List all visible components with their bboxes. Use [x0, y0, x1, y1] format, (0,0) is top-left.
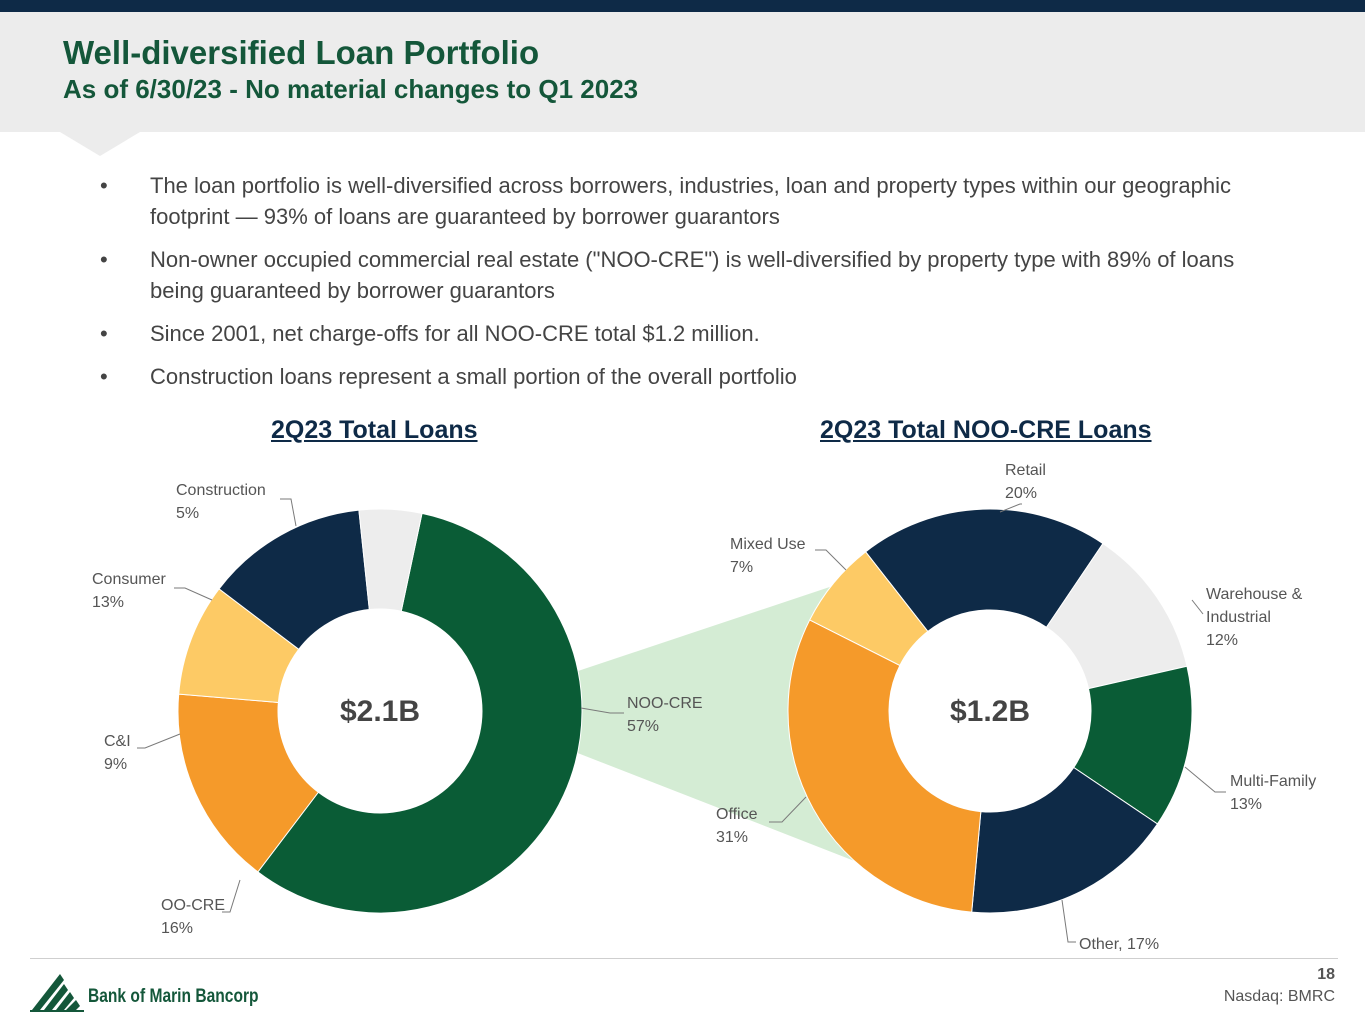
leader-line-other — [1061, 899, 1076, 943]
bullet-list: • The loan portfolio is well-diversified … — [100, 170, 1280, 404]
leader-line-construction — [280, 498, 297, 527]
slice-value-consumer: 13% — [92, 594, 124, 611]
slice-label-construction: Construction — [176, 482, 266, 499]
bullet-text: Non-owner occupied commercial real estat… — [150, 247, 1235, 303]
slice-value-c-i: 9% — [104, 756, 127, 773]
top-accent-bar — [0, 0, 1365, 12]
bullet-text: Since 2001, net charge-offs for all NOO-… — [150, 321, 760, 346]
company-name: Bank of Marin Bancorp — [88, 986, 259, 1007]
slice-label-oo-cre: OO-CRE — [161, 897, 225, 914]
leader-line-multi-family — [1184, 766, 1226, 793]
leader-line-warehouse-industrial — [1191, 599, 1204, 615]
donut-slice-other — [971, 766, 1159, 914]
bullet-item: • Construction loans represent a small po… — [100, 361, 1280, 392]
donut-slice-office — [787, 619, 982, 913]
leader-line-consumer — [174, 587, 213, 601]
page-title: Well-diversified Loan Portfolio — [63, 34, 540, 71]
header-notch — [60, 132, 140, 156]
slice-value-office: 31% — [716, 829, 748, 846]
slice-label-multi-family: Multi-Family — [1230, 773, 1316, 790]
connector-band — [575, 586, 855, 862]
slice-value-retail: 20% — [1005, 485, 1037, 502]
slice-label-other: Other, 17% — [1079, 936, 1159, 953]
bullet-item: • Non-owner occupied commercial real esta… — [100, 244, 1280, 306]
leader-line-retail — [999, 503, 1022, 513]
bullet-dot: • — [100, 247, 108, 272]
donut-slice-mixed-use — [809, 551, 929, 667]
bullet-text: The loan portfolio is well-diversified a… — [150, 173, 1231, 229]
donut-slice-construction — [358, 508, 423, 612]
slice-value-multi-family: 13% — [1230, 796, 1262, 813]
slice-label-c-i: C&I — [104, 733, 131, 750]
chart-title-total-loans: 2Q23 Total Loans — [271, 416, 478, 444]
donut-slice-retail — [864, 508, 1104, 633]
bullet-item: • The loan portfolio is well-diversified … — [100, 170, 1280, 232]
slice-value-oo-cre: 16% — [161, 920, 193, 937]
leader-line-mixed-use — [815, 549, 847, 571]
slice-label-office: Office — [716, 806, 758, 823]
slice-label-mixed-use: Mixed Use — [730, 536, 806, 553]
slice-label-noo-cre: NOO-CRE — [627, 695, 703, 712]
slice-label-warehouse-industrial: Warehouse & — [1206, 586, 1303, 603]
donut-center-label: $1.2B — [950, 695, 1030, 728]
slice-label-retail: Retail — [1005, 462, 1046, 479]
bullet-dot: • — [100, 173, 108, 198]
page-number: 18 — [1317, 966, 1335, 983]
bullet-item: • Since 2001, net charge-offs for all NOO… — [100, 318, 1280, 349]
slice-value-construction: 5% — [176, 505, 199, 522]
tree-logo-icon — [30, 974, 84, 1012]
leader-line-noo-cre — [580, 707, 624, 714]
leader-line-office — [769, 796, 807, 823]
ticker-label: Nasdaq: BMRC — [1223, 988, 1335, 1005]
chart-title-noo-cre: 2Q23 Total NOO-CRE Loans — [820, 416, 1152, 444]
donut-slice-noo-cre — [257, 512, 583, 914]
donut-slice-oo-cre — [177, 693, 320, 873]
donut-center-label: $2.1B — [340, 695, 420, 728]
footer-divider — [30, 958, 1338, 959]
bullet-dot: • — [100, 321, 108, 346]
leader-line-oo-cre — [222, 879, 241, 913]
bullet-dot: • — [100, 364, 108, 389]
slice-label-warehouse-industrial: Industrial — [1206, 609, 1271, 626]
slice-value-warehouse-industrial: 12% — [1206, 632, 1238, 649]
header-band — [0, 12, 1365, 132]
slice-value-noo-cre: 57% — [627, 718, 659, 735]
slice-value-mixed-use: 7% — [730, 559, 753, 576]
bullet-text: Construction loans represent a small por… — [150, 364, 797, 389]
slice-label-consumer: Consumer — [92, 571, 166, 588]
leader-line-c-i — [137, 733, 181, 749]
page-subtitle: As of 6/30/23 - No material changes to Q… — [63, 74, 639, 104]
